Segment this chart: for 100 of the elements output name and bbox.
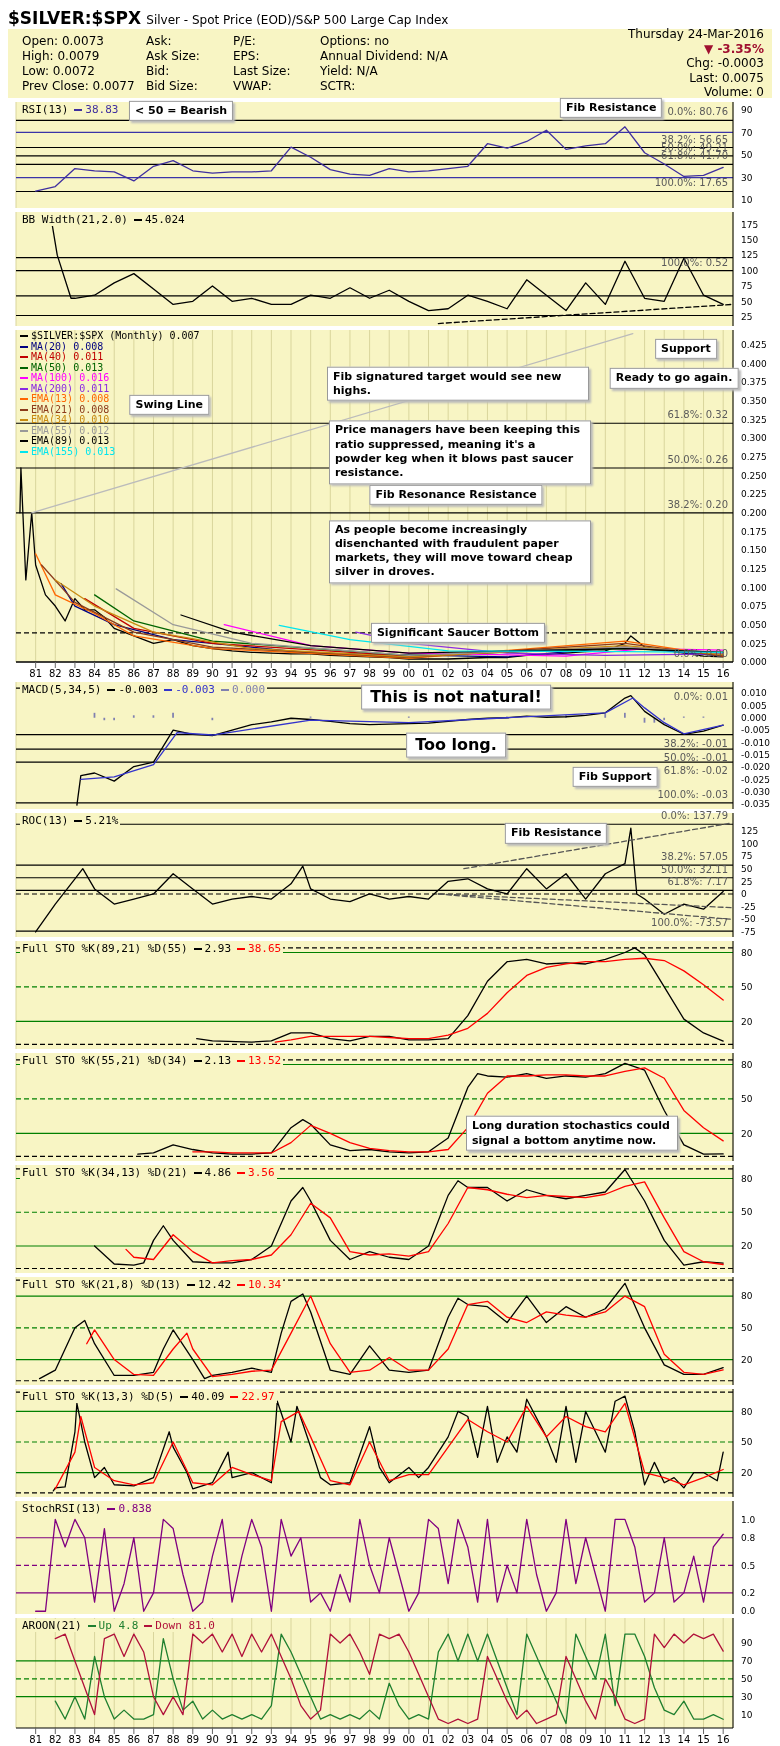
y-tick-label: 50 — [741, 1207, 753, 1218]
annotation: As people become increasingly disenchanted with fraudulent paper markets, they will move toward cheap silver in droves. — [328, 519, 591, 584]
y-tick-label: 0.275 — [741, 452, 767, 463]
y-tick-label: 0.150 — [741, 545, 768, 556]
ref-line-label: 38.2%: 0.20 — [667, 498, 728, 510]
legend-label: $SILVER:$SPX (Monthly) 0.007 — [30, 330, 200, 341]
text: SCTR: — [320, 79, 356, 93]
x-tick-label: 98 — [363, 668, 376, 680]
x-tick-label: 90 — [206, 1734, 219, 1746]
legend-title: AROON(21) — [22, 1619, 82, 1632]
y-tick-label: 25 — [741, 876, 753, 887]
x-tick-label: 06 — [520, 1734, 534, 1746]
x-tick-label: 09 — [579, 1734, 593, 1746]
y-tick-label: -25 — [741, 901, 756, 912]
y-tick-label: 0.400 — [741, 358, 768, 369]
annotation: Fib signatured target would see new highs. — [326, 366, 589, 401]
x-tick-label: 96 — [323, 668, 337, 680]
text: ▼ -3.35% — [703, 41, 764, 56]
legend-label: 12.42 — [196, 1278, 232, 1291]
annotation: Long duration stochastics could signal a bottom anytime now. — [465, 1116, 678, 1151]
annotation: This is not natural! — [361, 684, 551, 710]
ref-line-label: 61.8%: 7.17 — [667, 876, 728, 888]
legend-title: ROC(13) — [22, 814, 69, 827]
ref-line-label: 0.0%: 137.79 — [661, 810, 728, 822]
x-tick-label: 92 — [245, 668, 259, 680]
y-tick-label: 80 — [741, 1059, 753, 1070]
y-tick-label: 175 — [741, 219, 759, 230]
y-tick-label: 0.100 — [741, 582, 768, 593]
y-tick-label: 0.010 — [741, 688, 768, 699]
x-tick-label: 90 — [206, 668, 219, 680]
x-tick-label: 95 — [304, 1734, 318, 1746]
legend-label: Down 81.0 — [154, 1619, 215, 1632]
x-tick-label: 12 — [638, 668, 651, 680]
x-tick-label: 95 — [304, 668, 318, 680]
y-tick-label: 0 — [741, 889, 747, 900]
y-tick-label: 90 — [741, 1638, 753, 1649]
y-tick-label: 0.0 — [741, 1606, 756, 1617]
x-tick-label: 07 — [540, 1734, 553, 1746]
annotation: Ready to go again. — [609, 368, 739, 389]
text: Bid: — [146, 64, 170, 78]
x-tick-label: 85 — [107, 668, 121, 680]
y-tick-label: 0.5 — [741, 1560, 756, 1571]
y-tick-label: 0.250 — [741, 470, 768, 481]
x-tick-label: 02 — [441, 1734, 455, 1746]
ref-line-label: 100.0%: -73.57 — [651, 917, 728, 929]
x-tick-label: 88 — [166, 668, 180, 680]
x-tick-label: 13 — [657, 668, 671, 680]
x-tick-label: 87 — [147, 1734, 160, 1746]
x-tick-label: 10 — [598, 1734, 612, 1746]
legend-label: MA(100) 0.016 — [30, 372, 111, 383]
x-tick-label: 83 — [68, 668, 82, 680]
text: P/E: — [233, 34, 256, 48]
ref-line-label: 50.0%: 0.26 — [667, 454, 728, 466]
legend-label: 45.024 — [143, 213, 185, 226]
text: High: 0.0079 — [22, 49, 100, 63]
x-tick-label: 96 — [323, 1734, 337, 1746]
legend-label: EMA(13) 0.008 — [31, 393, 110, 404]
legend-label: MA(20) 0.008 — [30, 340, 105, 352]
x-tick-label: 00 — [402, 1734, 416, 1746]
legend-title: Full STO %K(89,21) %D(55) — [22, 942, 188, 955]
x-tick-label: 03 — [461, 668, 475, 680]
text: VWAP: — [233, 79, 272, 93]
y-tick-label: -75 — [741, 927, 756, 938]
x-tick-label: 05 — [500, 668, 514, 680]
ref-line-label: 38.2%: 57.05 — [661, 851, 728, 863]
x-tick-label: 16 — [716, 1734, 730, 1746]
x-tick-label: 07 — [540, 668, 553, 680]
y-tick-label: 125 — [741, 825, 759, 836]
y-tick-label: 75 — [741, 851, 753, 862]
legend-label: 0.838 — [117, 1502, 152, 1515]
y-tick-label: 1.0 — [741, 1514, 756, 1525]
text: Ask Size: — [146, 49, 200, 63]
text: Silver - Spot Price (EOD)/S&P 500 Large Cap Index — [146, 13, 449, 27]
legend-title: Full STO %K(21,8) %D(13) — [22, 1278, 181, 1291]
y-tick-label: 0.075 — [741, 601, 767, 612]
legend-label: 0.000 — [231, 683, 266, 696]
annotation: Swing Line — [129, 394, 209, 415]
y-tick-label: 80 — [741, 1291, 753, 1302]
legend-label: EMA(155) 0.013 — [30, 445, 117, 457]
x-tick-label: 08 — [559, 1734, 573, 1746]
legend-label: EMA(89) 0.013 — [30, 435, 111, 446]
legend-label: 10.34 — [247, 1278, 282, 1291]
text: Bid Size: — [146, 79, 198, 93]
legend-label: 22.97 — [240, 1390, 275, 1403]
text: Ask: — [146, 34, 172, 48]
legend-label: 4.86 — [203, 1166, 232, 1179]
legend-label: 13.52 — [247, 1054, 282, 1067]
y-tick-label: -0.035 — [741, 799, 771, 810]
y-tick-label: 0.005 — [741, 700, 767, 711]
y-tick-label: 10 — [741, 1709, 753, 1720]
annotation: Fib Support — [572, 766, 658, 788]
text: Last: 0.0075 — [689, 70, 764, 85]
text: Prev Close: 0.0077 — [22, 79, 135, 93]
x-tick-label: 09 — [579, 668, 593, 680]
y-tick-label: 80 — [741, 1406, 753, 1417]
legend-title: RSI(13) — [22, 103, 69, 116]
legend-title: StochRSI(13) — [22, 1502, 102, 1515]
x-tick-label: 82 — [48, 1734, 62, 1746]
y-tick-label: -0.020 — [741, 762, 771, 773]
y-tick-label: 0.300 — [741, 433, 768, 444]
